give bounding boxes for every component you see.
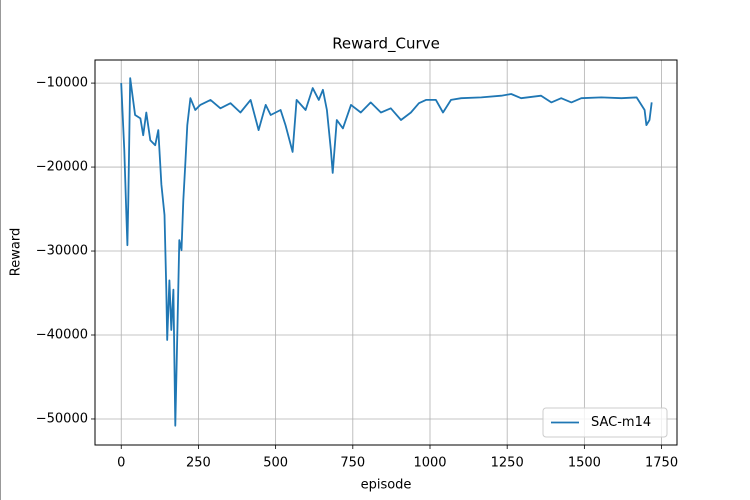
y-axis-label: Reward: [9, 228, 24, 276]
x-tick-label: 1250: [491, 456, 524, 471]
y-tick-label: −40000: [36, 328, 88, 343]
plot-frame: [94, 59, 678, 446]
x-tick-label: 500: [263, 456, 288, 471]
y-tick-label: −50000: [36, 411, 88, 426]
x-tick-label: 750: [340, 456, 365, 471]
x-tick-label: 1750: [645, 456, 678, 471]
x-tick-label: 250: [186, 456, 211, 471]
y-tick-label: −30000: [36, 244, 88, 259]
chart-title: Reward_Curve: [332, 35, 440, 54]
legend-label: SAC-m14: [591, 415, 651, 430]
x-tick-label: 0: [117, 456, 125, 471]
y-tick-label: −20000: [36, 160, 88, 175]
x-tick-label: 1500: [568, 456, 601, 471]
x-axis-label: episode: [361, 478, 412, 493]
legend-box: [542, 407, 668, 438]
y-tick-label: −10000: [36, 76, 88, 91]
line-series: [120, 77, 653, 427]
x-tick-label: 1000: [413, 456, 446, 471]
